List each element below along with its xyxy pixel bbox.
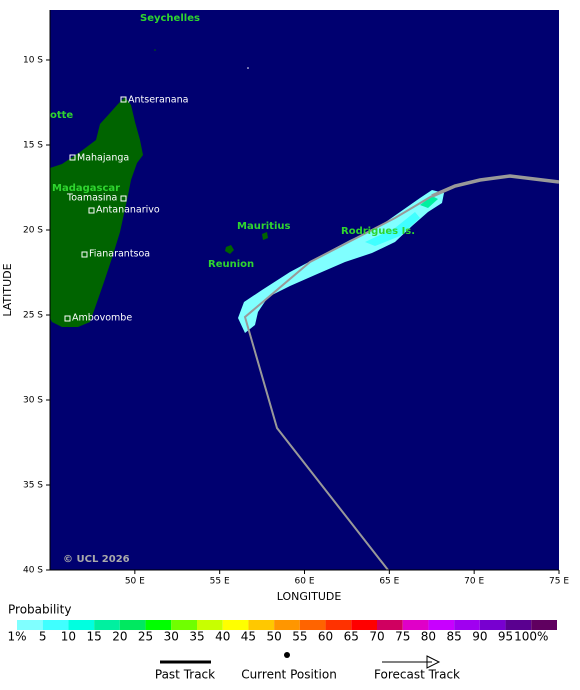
forecast-track: [243, 195, 433, 571]
legend-swatch: [505, 620, 532, 630]
legend-swatch: [119, 620, 146, 630]
city-marker: [64, 315, 71, 322]
x-tick-label: 70 E: [464, 577, 484, 587]
forecast-track-arrow: [426, 655, 441, 669]
copyright: © UCL 2026: [63, 554, 130, 565]
legend-swatch: [351, 620, 377, 630]
legend-swatch: [248, 620, 275, 630]
city-marker: [120, 195, 127, 202]
legend-label: 45: [241, 630, 256, 644]
legend-swatch: [531, 620, 557, 630]
y-tick-label: 40 S: [23, 566, 43, 576]
legend-swatch: [94, 620, 120, 630]
probability-swath: [420, 196, 438, 208]
island: [154, 49, 156, 51]
place-label: Madagascar: [52, 183, 120, 194]
legend-swatch: [479, 620, 506, 630]
y-tick-label: 35 S: [23, 480, 43, 490]
city-marker: [88, 207, 95, 214]
place-label: otte: [50, 110, 73, 121]
x-tick-label: 65 E: [379, 577, 399, 587]
y-tick-label: 10 S: [23, 55, 43, 65]
legend-label: 65: [344, 630, 359, 644]
legend-swatch: [325, 620, 352, 630]
legend-label: 80: [421, 630, 436, 644]
legend-swatch: [428, 620, 455, 630]
madagascar-land: [50, 97, 143, 327]
x-tick-label: 55 E: [210, 577, 230, 587]
legend-swatch: [145, 620, 172, 630]
map: Seychelles otte Madagascar Mauritius Reu…: [50, 10, 560, 571]
legend-label: 70: [369, 630, 384, 644]
x-axis-title: LONGITUDE: [277, 590, 342, 603]
legend-swatch: [17, 620, 43, 630]
legend-title: Probability: [8, 603, 71, 617]
legend-key: Forecast Track: [374, 668, 460, 682]
city-label: Toamasina: [66, 193, 117, 204]
legend-swatch: [68, 620, 95, 630]
legend-label: 85: [447, 630, 462, 644]
city-label: Fianarantsoa: [89, 249, 150, 260]
legend-label: 1%: [7, 630, 26, 644]
legend-key: Current Position: [241, 668, 337, 682]
legend-label: 100%: [514, 630, 548, 644]
y-tick-label: 25 S: [23, 310, 43, 320]
probability-swath: [238, 190, 444, 333]
mauritius-land: [262, 232, 268, 240]
place-label: Mauritius: [237, 221, 291, 232]
city-marker: [69, 154, 76, 161]
legend-swatch: [377, 620, 403, 630]
island: [247, 67, 249, 69]
legend-swatch: [222, 620, 249, 630]
legend-label: 50: [267, 630, 282, 644]
city-label: Ambovombe: [72, 313, 132, 324]
legend-label: 35: [189, 630, 204, 644]
legend-swatch: [42, 620, 69, 630]
city-label: Antananarivo: [96, 205, 160, 216]
legend-label: 75: [395, 630, 410, 644]
legend-label: 95: [498, 630, 513, 644]
place-label: Reunion: [208, 259, 254, 270]
reunion-land: [225, 245, 234, 254]
city-marker: [120, 96, 127, 103]
legend-label: 10: [61, 630, 76, 644]
legend-label: 5: [39, 630, 47, 644]
y-tick-label: 30 S: [23, 395, 43, 405]
y-axis-title: LATITUDE: [1, 263, 14, 316]
legend-key: Past Track: [155, 668, 215, 682]
city-label: Mahajanga: [77, 153, 129, 164]
city-marker: [81, 251, 88, 258]
legend-swatch: [197, 620, 223, 630]
city-label: Antseranana: [128, 95, 188, 106]
x-tick-label: 75 E: [549, 577, 569, 587]
legend-swatch: [299, 620, 326, 630]
legend-label: 40: [215, 630, 230, 644]
place-label: Seychelles: [140, 13, 200, 24]
current-position-symbol: [284, 652, 290, 658]
legend-label: 60: [318, 630, 333, 644]
x-tick-label: 50 E: [125, 577, 145, 587]
x-tick-label: 60 E: [295, 577, 315, 587]
legend-swatch: [454, 620, 480, 630]
past-track: [431, 174, 560, 198]
ocean: [50, 10, 559, 570]
legend-label: 30: [164, 630, 179, 644]
y-tick-label: 15 S: [23, 140, 43, 150]
legend-label: 90: [472, 630, 487, 644]
legend-swatch: [171, 620, 197, 630]
legend-label: 25: [138, 630, 153, 644]
legend-label: 20: [112, 630, 127, 644]
legend-swatch: [274, 620, 300, 630]
probability-swath: [365, 212, 420, 246]
legend-label: 55: [292, 630, 307, 644]
y-tick-label: 20 S: [23, 225, 43, 235]
legend-label: 15: [87, 630, 102, 644]
place-label: Rodrigues Is.: [341, 226, 415, 237]
legend-swatch: [402, 620, 429, 630]
